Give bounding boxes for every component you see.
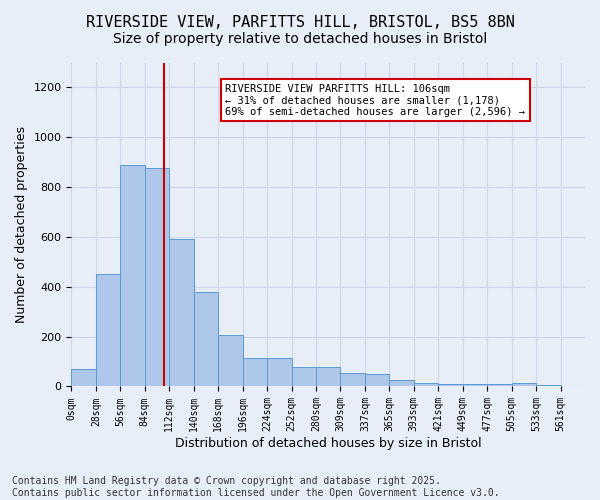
- Bar: [463, 384, 487, 386]
- Bar: [169, 240, 194, 386]
- Bar: [365, 374, 389, 386]
- Bar: [487, 384, 512, 386]
- Text: Size of property relative to detached houses in Bristol: Size of property relative to detached ho…: [113, 32, 487, 46]
- Bar: [96, 274, 121, 386]
- Bar: [267, 358, 292, 386]
- Bar: [512, 384, 536, 386]
- Text: Contains HM Land Registry data © Crown copyright and database right 2025.
Contai: Contains HM Land Registry data © Crown c…: [12, 476, 500, 498]
- Text: RIVERSIDE VIEW, PARFITTS HILL, BRISTOL, BS5 8BN: RIVERSIDE VIEW, PARFITTS HILL, BRISTOL, …: [86, 15, 514, 30]
- Bar: [389, 380, 414, 386]
- X-axis label: Distribution of detached houses by size in Bristol: Distribution of detached houses by size …: [175, 437, 482, 450]
- Text: RIVERSIDE VIEW PARFITTS HILL: 106sqm
← 31% of detached houses are smaller (1,178: RIVERSIDE VIEW PARFITTS HILL: 106sqm ← 3…: [226, 84, 526, 117]
- Bar: [292, 366, 316, 386]
- Bar: [536, 385, 560, 386]
- Bar: [340, 373, 365, 386]
- Bar: [242, 358, 267, 386]
- Bar: [438, 384, 463, 386]
- Bar: [194, 292, 218, 386]
- Bar: [316, 366, 340, 386]
- Bar: [218, 336, 242, 386]
- Bar: [71, 369, 96, 386]
- Y-axis label: Number of detached properties: Number of detached properties: [15, 126, 28, 323]
- Bar: [121, 164, 145, 386]
- Bar: [145, 168, 169, 386]
- Bar: [414, 382, 438, 386]
